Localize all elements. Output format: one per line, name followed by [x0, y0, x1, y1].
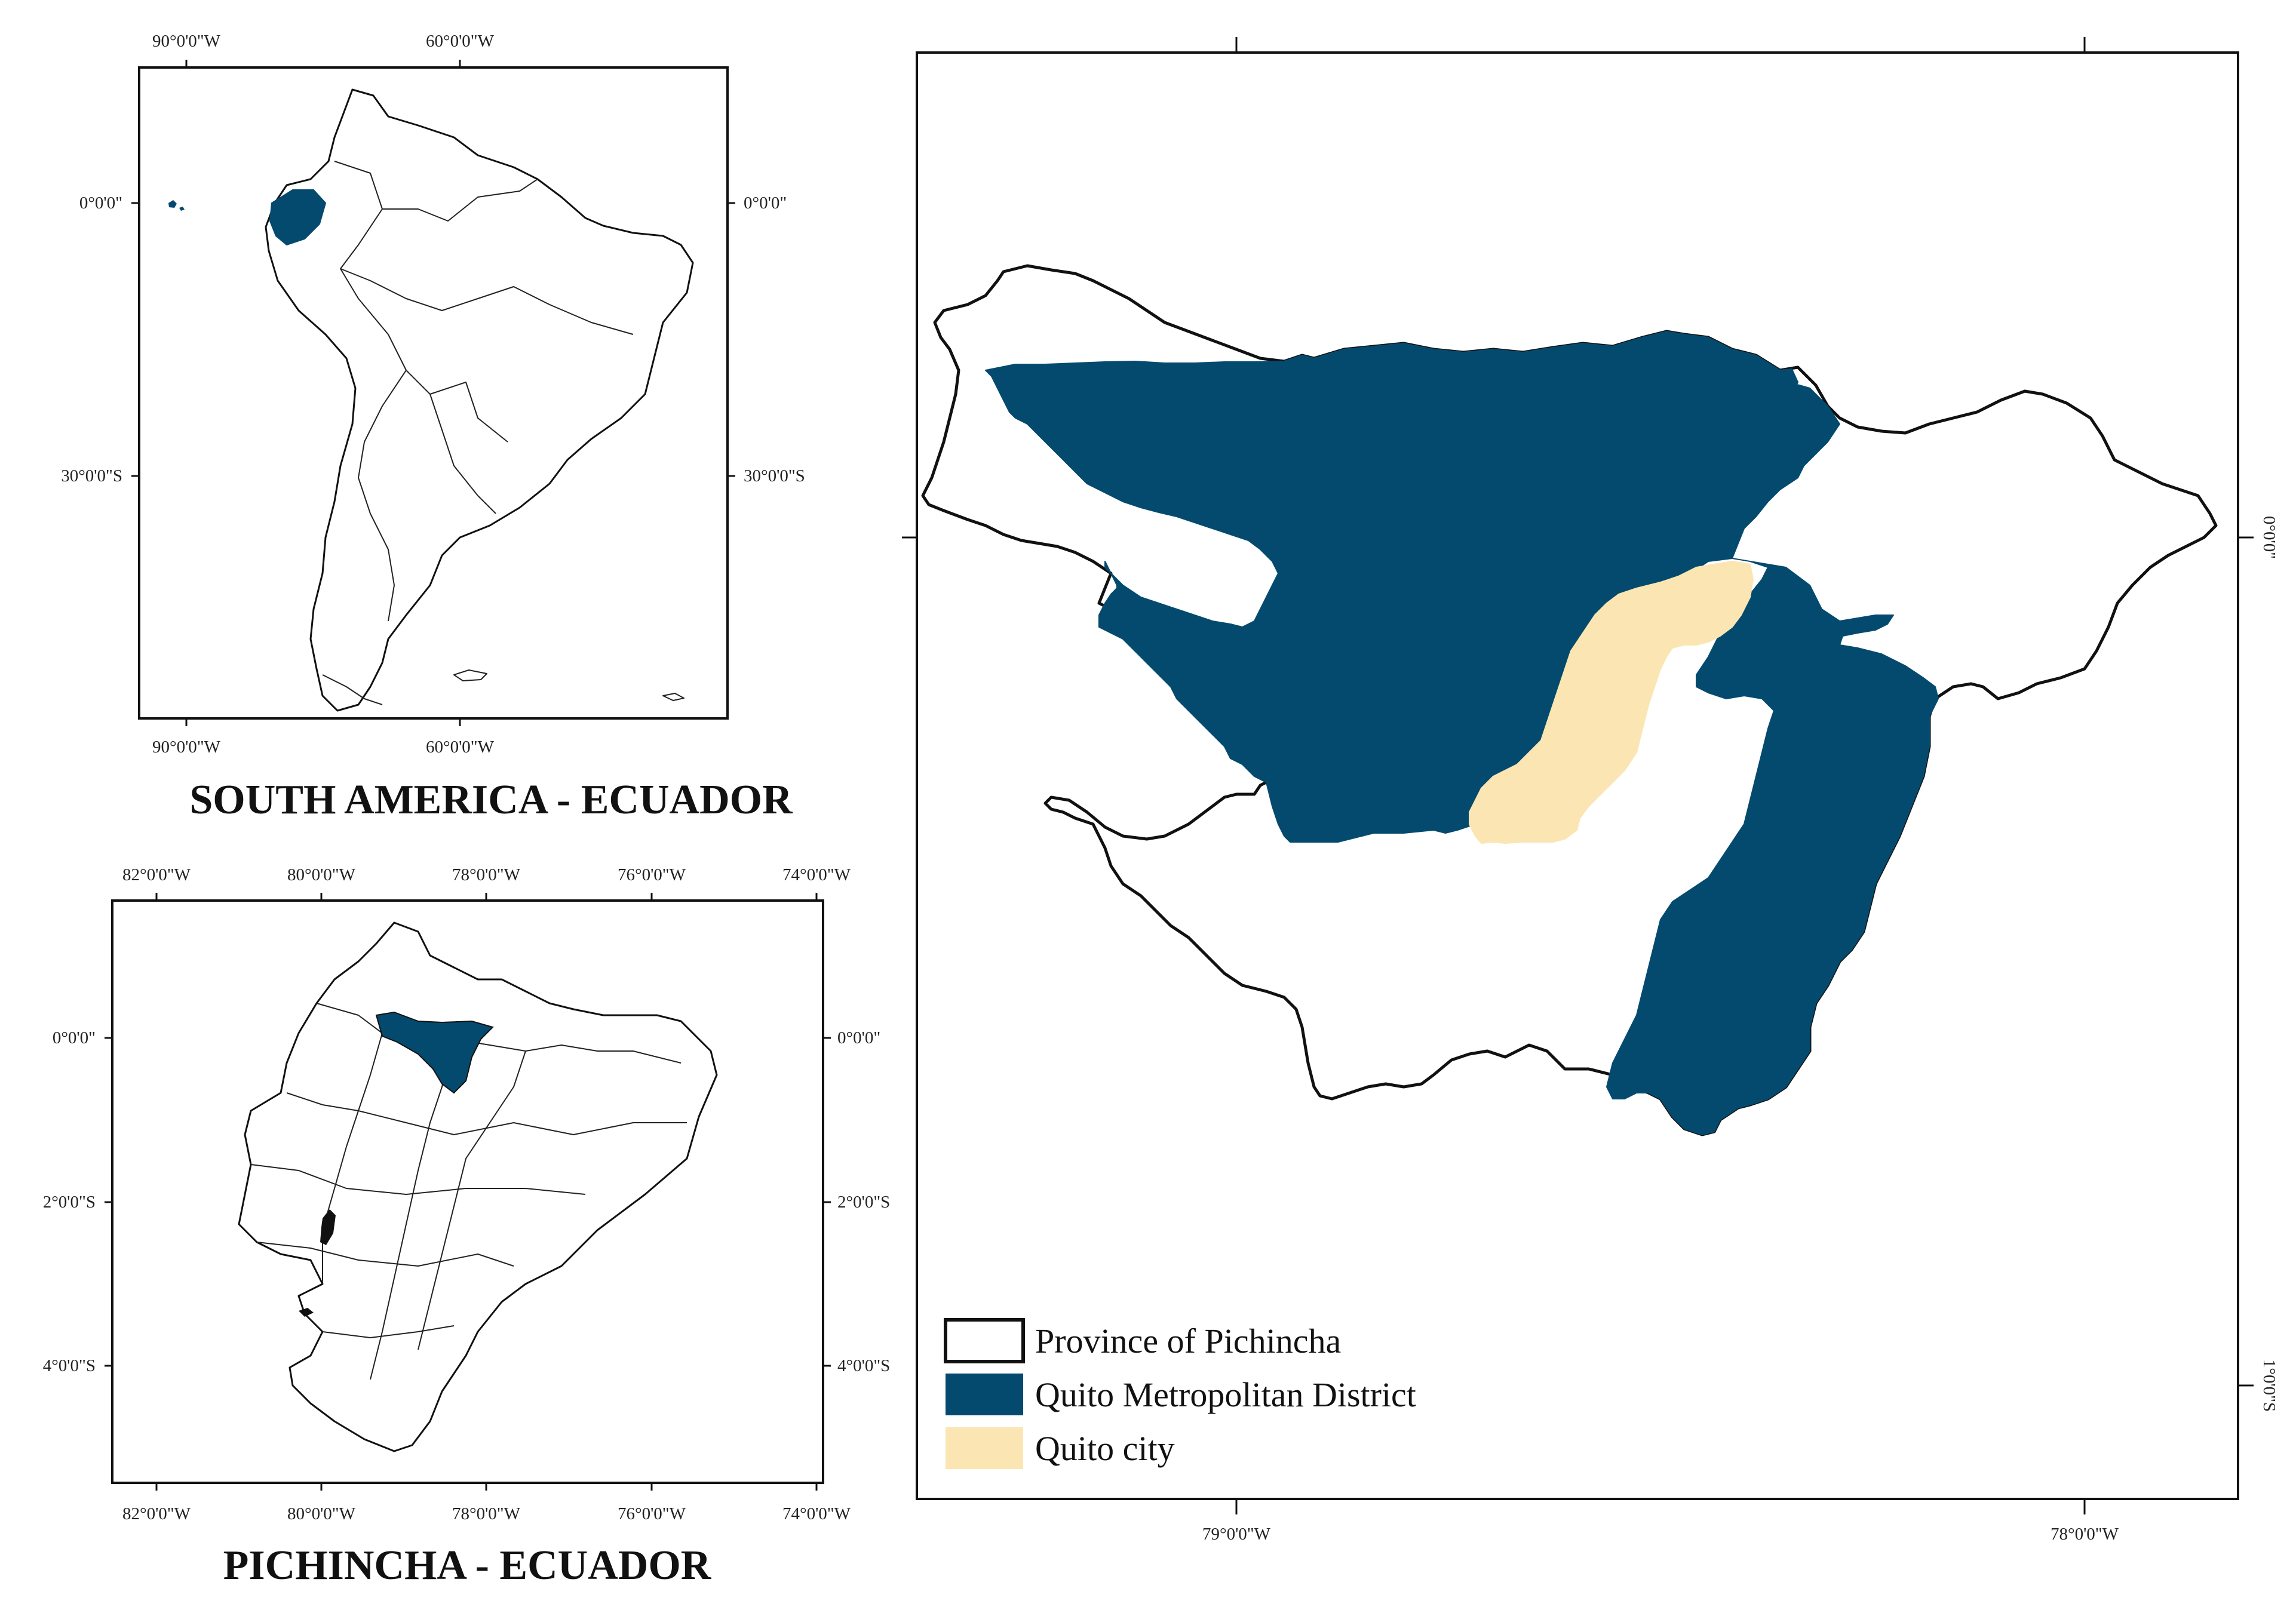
- legend-label-province: Province of Pichincha: [1035, 1322, 1341, 1360]
- province-border: [286, 1092, 687, 1135]
- south-america-map: 90°0'0"W 60°0'0"W 90°0'0"W 60°0'0"W 0°0'…: [61, 32, 805, 823]
- province-border: [250, 1164, 586, 1195]
- pichincha-right-label-2: 1°0'0"S: [2260, 1359, 2279, 1412]
- legend-swatch-province: [944, 1318, 1025, 1363]
- legend-swatch-district: [946, 1374, 1023, 1415]
- south-america-title: SOUTH AMERICA - ECUADOR: [189, 777, 793, 823]
- legend: Province of Pichincha Quito Metropolitan…: [944, 1318, 1416, 1469]
- ec-left-label-2: 2°0'0"S: [43, 1193, 96, 1212]
- sa-top-label-2: 60°0'0"W: [426, 32, 495, 51]
- province-border: [316, 1003, 682, 1064]
- border-line: [340, 268, 508, 443]
- sa-top-label-1: 90°0'0"W: [152, 32, 221, 51]
- ec-bottom-label-4: 76°0'0"W: [618, 1504, 686, 1523]
- ec-bottom-label-2: 80°0'0"W: [287, 1504, 356, 1523]
- border-line: [334, 161, 538, 222]
- pichincha-frame: [916, 51, 2239, 1500]
- legend-swatch-city: [946, 1427, 1023, 1469]
- pichincha-map: Province of Pichincha Quito Metropolitan…: [902, 37, 2279, 1544]
- ec-top-label-1: 82°0'0"W: [122, 865, 191, 884]
- sa-bottom-label-2: 60°0'0"W: [426, 738, 495, 757]
- falkland-islands: [453, 669, 487, 681]
- province-border: [322, 1325, 455, 1338]
- border-line: [358, 370, 407, 622]
- sa-left-label-2: 30°0'0"S: [61, 466, 122, 486]
- province-border: [370, 1039, 455, 1380]
- ecuador-highlight: [269, 189, 327, 246]
- tierra-del-fuego: [322, 674, 383, 705]
- pichincha-right-label-1: 0°0'0": [2260, 516, 2279, 559]
- pichincha-bottom-label-2: 78°0'0"W: [2051, 1525, 2119, 1544]
- legend-label-city: Quito city: [1035, 1429, 1175, 1468]
- south-georgia: [662, 693, 684, 701]
- ecuador-frame: [111, 899, 824, 1484]
- border-line: [340, 208, 634, 335]
- ecuador-outline: [238, 921, 718, 1452]
- pichincha-ecuador-title: PICHINCHA - ECUADOR: [223, 1543, 712, 1589]
- sa-right-label-1: 0°0'0": [744, 193, 787, 213]
- ec-top-label-4: 76°0'0"W: [618, 865, 686, 884]
- south-america-frame: [138, 66, 729, 720]
- legend-label-district: Quito Metropolitan District: [1035, 1375, 1416, 1414]
- border-line: [429, 394, 496, 514]
- ec-right-label-3: 4°0'0"S: [837, 1356, 890, 1375]
- ec-left-label-3: 4°0'0"S: [43, 1356, 96, 1375]
- pichincha-bottom-label-1: 79°0'0"W: [1202, 1525, 1271, 1544]
- sa-bottom-label-1: 90°0'0"W: [152, 738, 221, 757]
- coastal-islands: [299, 1209, 336, 1317]
- ec-left-label-1: 0°0'0": [53, 1028, 96, 1047]
- ec-right-label-1: 0°0'0": [837, 1028, 880, 1047]
- ec-bottom-label-5: 74°0'0"W: [782, 1504, 851, 1523]
- ec-bottom-label-3: 78°0'0"W: [452, 1504, 521, 1523]
- south-america-outline: [265, 88, 694, 712]
- province-border: [418, 1050, 526, 1350]
- quito-city-area: [1469, 561, 1754, 844]
- ecuador-map: 82°0'0"W 80°0'0"W 78°0'0"W 76°0'0"W 74°0…: [43, 865, 891, 1589]
- galapagos-islands: [168, 200, 185, 211]
- ec-right-label-2: 2°0'0"S: [837, 1193, 890, 1212]
- ec-bottom-label-1: 82°0'0"W: [122, 1504, 191, 1523]
- ec-top-label-5: 74°0'0"W: [782, 865, 851, 884]
- ec-top-label-2: 80°0'0"W: [287, 865, 356, 884]
- ec-top-label-3: 78°0'0"W: [452, 865, 521, 884]
- pichincha-highlight: [375, 1011, 494, 1094]
- sa-left-label-1: 0°0'0": [79, 193, 122, 213]
- sa-right-label-2: 30°0'0"S: [744, 466, 805, 486]
- province-border: [256, 1242, 514, 1267]
